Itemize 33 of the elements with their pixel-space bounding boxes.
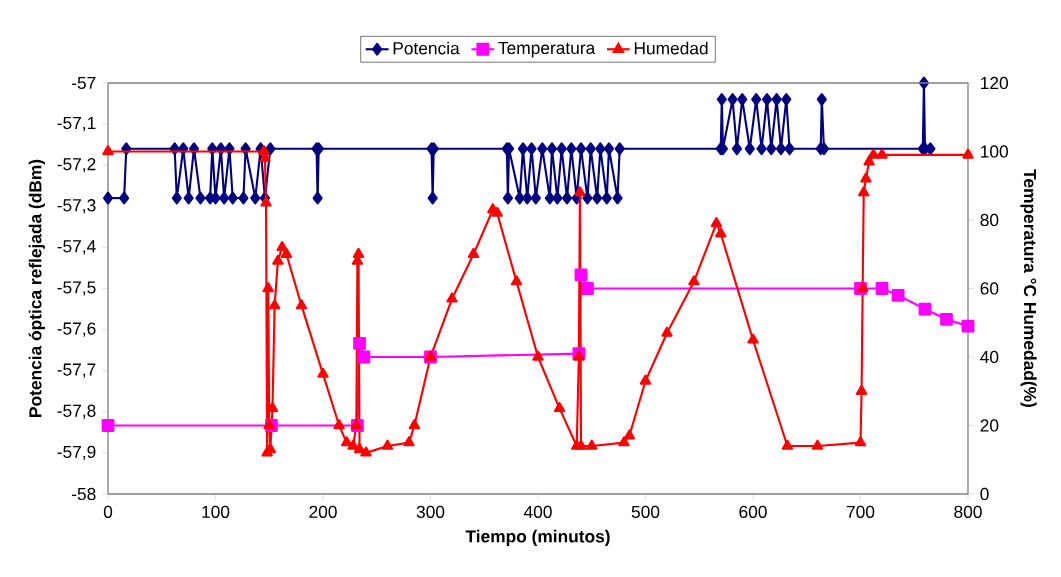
x-tick-label: 500 [631, 505, 660, 518]
y-tick-label: -57,3 [57, 199, 96, 214]
x-tick-label: 700 [846, 505, 875, 518]
y-tick-label: -57,2 [57, 158, 96, 173]
y-axis-title: Potencia óptica reflejada (dBm) [28, 159, 45, 417]
x-axis-title: Tiempo (minutos) [465, 529, 610, 546]
y2-tick-label: 0 [980, 487, 989, 501]
x-tick-label: 800 [954, 505, 982, 518]
x-tick-label: 400 [523, 505, 552, 518]
y2-tick-label: 120 [981, 76, 1008, 90]
y-tick-label: -57,9 [57, 445, 96, 461]
x-tick-label: 600 [739, 505, 767, 518]
y-tick-label: -57,6 [57, 322, 96, 337]
y-tick-label: -57,4 [57, 240, 96, 255]
legend-label: Potencia [393, 41, 460, 55]
x-tick-label: 0 [103, 505, 113, 518]
y-tick-label: -58 [71, 487, 96, 501]
y2-axis-title: Temperatura °C Humedad(%) [1020, 169, 1037, 407]
y-tick-label: -57 [71, 76, 96, 90]
legend-label: Humedad [634, 41, 708, 55]
y2-tick-label: 60 [980, 282, 999, 295]
y2-tick-label: 20 [980, 419, 999, 432]
y-tick-label: -57,8 [57, 404, 96, 419]
y2-tick-label: 40 [980, 350, 999, 364]
legend-label: Temperatura [498, 42, 596, 58]
y-tick-label: -57,5 [57, 281, 96, 296]
x-tick-label: 100 [202, 505, 230, 518]
x-tick-label: 300 [416, 505, 445, 518]
y-tick-label: -57,1 [57, 117, 96, 132]
y-tick-label: -57,7 [57, 363, 96, 378]
y2-tick-label: 80 [980, 213, 999, 227]
y2-tick-label: 100 [981, 145, 1008, 158]
x-tick-label: 200 [309, 505, 337, 518]
